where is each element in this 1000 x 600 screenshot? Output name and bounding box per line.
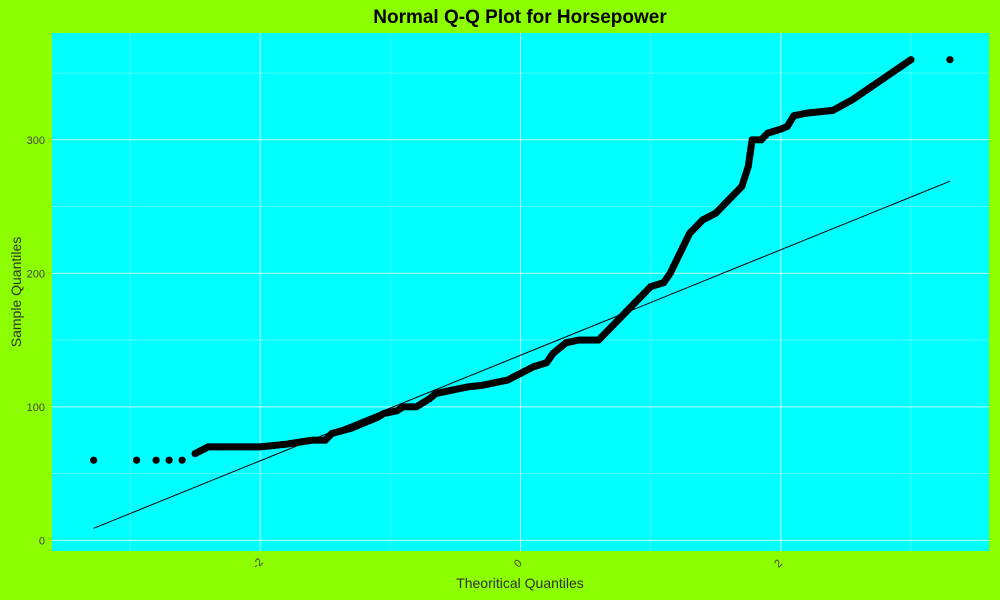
y-tick-label: 100 [27,402,45,414]
qq-point [946,56,954,64]
chart-title: Normal Q-Q Plot for Horsepower [373,7,667,28]
qq-point [178,456,186,464]
qq-point [165,456,173,464]
qq-point [907,56,915,64]
qq-point [152,456,160,464]
y-tick-label: 0 [39,535,45,547]
sample-points [90,56,954,464]
y-axis-ticks: 0 100 200 300 [27,135,45,548]
y-tick-label: 200 [27,268,45,280]
grid [52,33,989,551]
y-axis-label: Sample Quantiles [8,237,24,348]
reference-line [93,180,951,529]
qq-point [132,456,141,464]
qq-point [90,456,98,464]
y-tick-label: 300 [27,135,45,147]
x-axis-label: Theoritical Quantiles [456,575,584,591]
